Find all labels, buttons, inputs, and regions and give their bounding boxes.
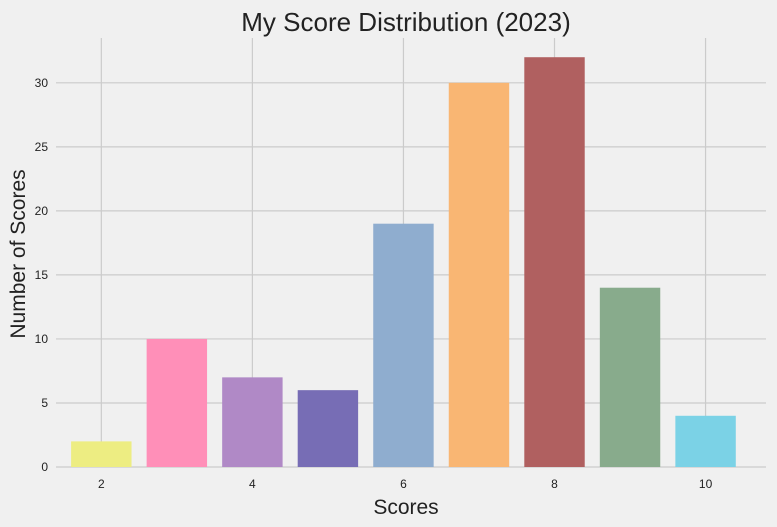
bar bbox=[373, 223, 434, 467]
bar bbox=[599, 287, 661, 467]
x-tick-labels: 2 4 6 8 10 bbox=[98, 477, 713, 491]
y-tick-label: 20 bbox=[35, 204, 49, 218]
y-tick-label: 5 bbox=[41, 396, 48, 410]
bar bbox=[448, 82, 510, 467]
y-tick-labels: 0 5 10 15 20 25 30 bbox=[35, 76, 49, 474]
chart-title: My Score Distribution (2023) bbox=[241, 7, 570, 37]
bar bbox=[222, 377, 283, 467]
y-tick-label: 30 bbox=[35, 76, 49, 90]
x-axis-label: Scores bbox=[373, 496, 438, 519]
x-tick-label: 6 bbox=[400, 477, 407, 491]
bar bbox=[71, 441, 132, 467]
y-tick-label: 25 bbox=[35, 140, 49, 154]
x-tick-label: 4 bbox=[249, 477, 256, 491]
bar bbox=[146, 338, 208, 467]
x-tick-label: 10 bbox=[699, 477, 713, 491]
bars bbox=[71, 57, 736, 467]
bar bbox=[524, 57, 585, 467]
x-tick-label: 2 bbox=[98, 477, 105, 491]
bar bbox=[297, 390, 359, 467]
y-tick-label: 0 bbox=[41, 460, 48, 474]
y-axis-label: Number of Scores bbox=[7, 169, 30, 338]
y-tick-label: 10 bbox=[35, 332, 49, 346]
y-tick-label: 15 bbox=[35, 268, 49, 282]
x-tick-label: 8 bbox=[551, 477, 558, 491]
bar bbox=[675, 415, 736, 467]
